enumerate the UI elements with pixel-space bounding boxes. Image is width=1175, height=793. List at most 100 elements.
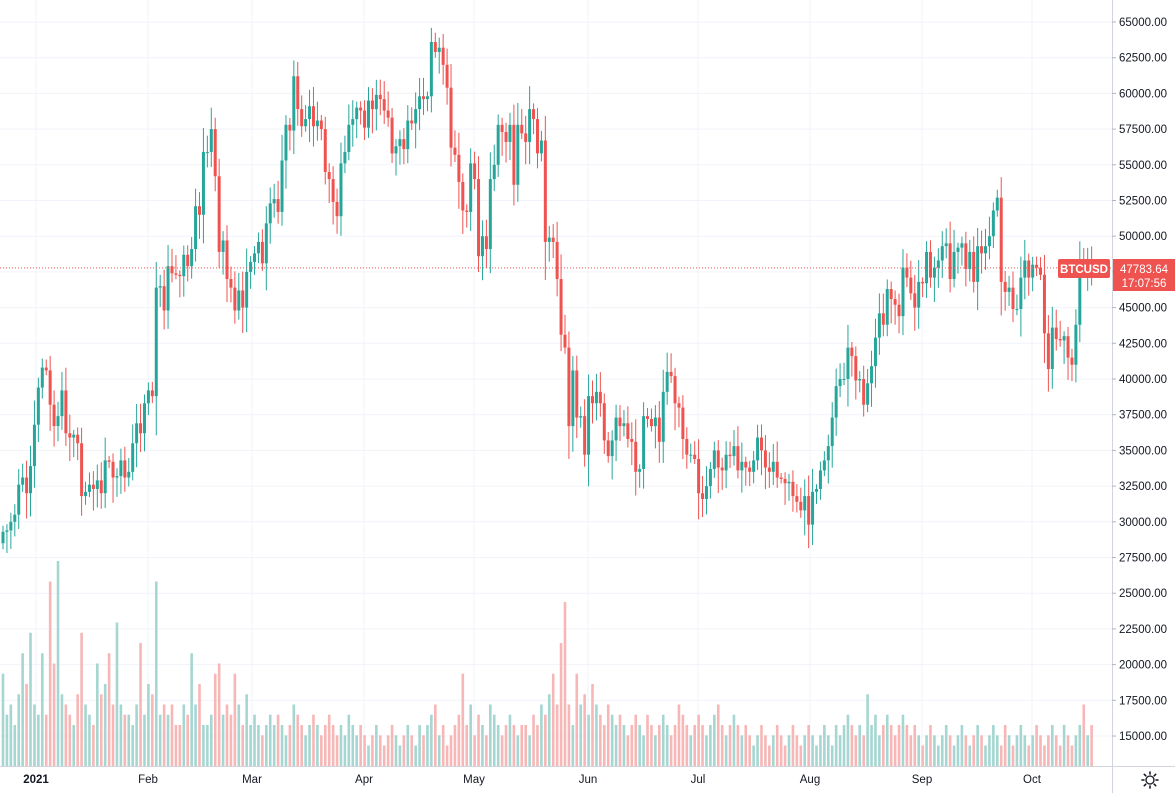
candle-body [936, 260, 940, 268]
candle-body [394, 146, 398, 154]
candle-body [162, 286, 166, 311]
volume-bar [599, 714, 602, 766]
candle-body [355, 107, 359, 120]
volume-bar [449, 735, 453, 766]
candle-body [815, 488, 819, 492]
volume-bar [551, 673, 555, 766]
candle-body [402, 139, 406, 150]
candle-body [315, 120, 319, 127]
candle-body [539, 140, 543, 154]
volume-bar [123, 714, 127, 766]
volume-bar [186, 714, 190, 766]
volume-bar [162, 704, 166, 766]
candle-body [29, 466, 33, 494]
volume-bar [390, 725, 394, 766]
candle-body [166, 266, 170, 311]
volume-bar [76, 694, 79, 766]
candle-body [1054, 327, 1058, 340]
volume-bar [375, 725, 378, 766]
candle-body [1023, 260, 1027, 278]
volume-bar [1078, 725, 1082, 766]
candle-body [48, 370, 52, 405]
volume-bar [284, 735, 288, 766]
volume-bar [347, 714, 351, 766]
volume-bar [229, 714, 233, 766]
price-tick-label: 65000.00 [1119, 17, 1167, 29]
volume-bar [320, 735, 323, 766]
volume-bar [917, 735, 920, 766]
candle-body [1078, 261, 1082, 325]
candle-body [720, 467, 724, 471]
volume-bars [1, 561, 1093, 766]
candle-body [217, 176, 221, 252]
candle-body [335, 201, 339, 217]
volume-bar [1039, 735, 1042, 766]
candle-body [131, 443, 135, 472]
volume-bar [135, 704, 138, 766]
candle-body [677, 403, 681, 408]
volume-bar [1031, 735, 1034, 766]
time-axis[interactable]: 2021 Feb Mar Apr May Jun Jul Aug Sep Oct [23, 774, 1042, 786]
volume-bar [280, 725, 284, 766]
grid-lines [0, 0, 1112, 766]
candle-body [909, 277, 913, 294]
candle-body [410, 120, 414, 124]
volume-bar [885, 714, 889, 766]
volume-bar [213, 673, 217, 766]
volume-bar [127, 714, 131, 766]
price-tick-label: 30000.00 [1119, 517, 1167, 529]
candle-body [36, 387, 40, 425]
volume-bar [732, 714, 736, 766]
candle-body [158, 286, 162, 288]
candle-body [818, 470, 822, 489]
volume-bar [414, 745, 417, 766]
volume-bar [434, 704, 437, 766]
candle-body [194, 206, 198, 250]
volume-bar [481, 725, 484, 766]
volume-bar [131, 725, 134, 766]
volume-bar [893, 735, 897, 766]
volume-bar [72, 725, 76, 766]
candle-body [127, 471, 131, 478]
volume-bar [874, 714, 877, 766]
candle-body [280, 160, 284, 212]
candle-body [1046, 333, 1050, 370]
candle-body [68, 433, 72, 438]
volume-bar [673, 725, 677, 766]
candle-body [374, 94, 378, 110]
candle-body [304, 119, 308, 127]
volume-bar [477, 714, 480, 766]
volume-bar [933, 735, 936, 766]
candle-body [190, 249, 194, 267]
settings-gear-icon[interactable] [1141, 771, 1159, 789]
volume-bar [422, 735, 425, 766]
candle-body [465, 210, 469, 212]
volume-bar [500, 735, 504, 766]
volume-bar [182, 704, 186, 766]
volume-bar [803, 735, 807, 766]
volume-bar [575, 673, 579, 766]
price-axis[interactable]: 65000.00 62500.00 60000.00 57500.00 55000.00… [1112, 17, 1167, 743]
candle-body [429, 41, 433, 97]
volume-bar [771, 735, 775, 766]
candle-body [669, 371, 673, 377]
volume-bar [630, 725, 634, 766]
volume-bar [976, 725, 979, 766]
volume-bar [897, 725, 901, 766]
volume-bar [158, 714, 162, 766]
candle-body [253, 253, 257, 262]
candle-body [791, 481, 795, 497]
volume-bar [1007, 735, 1011, 766]
candle-body [178, 274, 182, 277]
time-axis-label: Sep [912, 774, 932, 786]
candle-body [724, 454, 728, 471]
candle-body [1070, 357, 1074, 365]
volume-bar [25, 684, 28, 766]
volume-bar [642, 735, 645, 766]
price-tick-label: 60000.00 [1119, 88, 1167, 100]
volume-bar [709, 725, 712, 766]
volume-bar [308, 725, 311, 766]
volume-bar [661, 714, 665, 766]
candle-body [296, 76, 300, 110]
